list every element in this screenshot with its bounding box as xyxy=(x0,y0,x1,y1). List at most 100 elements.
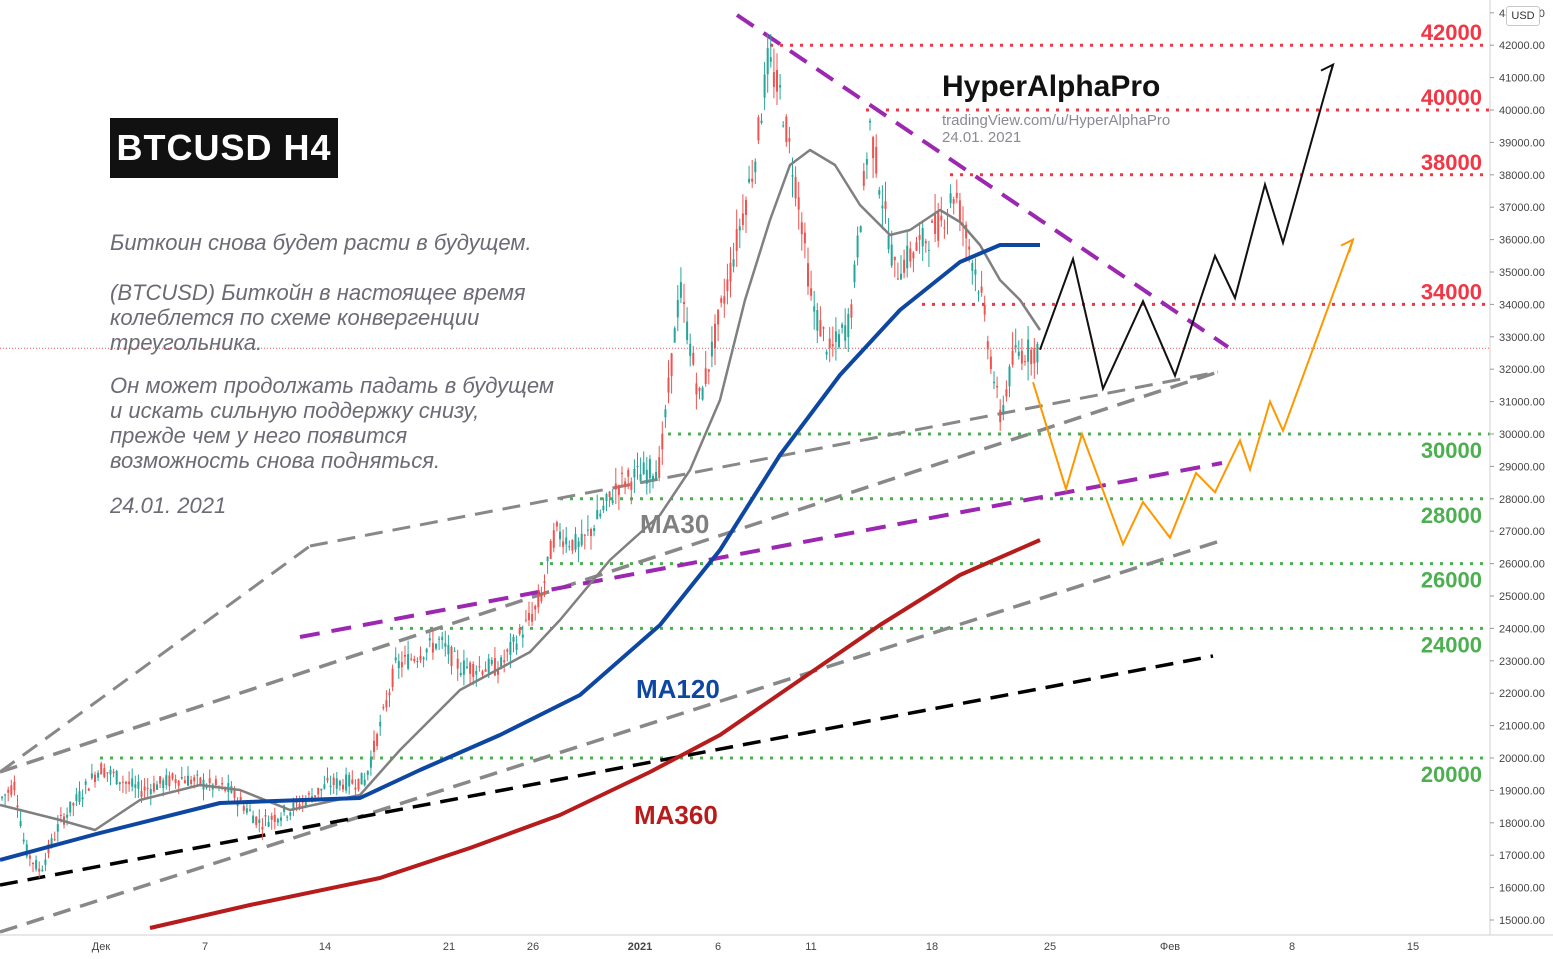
candle-body xyxy=(748,178,751,183)
candle-body xyxy=(503,660,506,663)
candle-body xyxy=(537,596,540,608)
candle-body xyxy=(766,48,769,75)
x-tick-label: 6 xyxy=(715,941,721,953)
description-date: 24.01. 2021 xyxy=(110,493,227,518)
candle-body xyxy=(952,199,955,204)
candle-body xyxy=(1008,366,1011,387)
candle-body xyxy=(149,789,152,795)
candle-body xyxy=(304,799,307,806)
candle-body xyxy=(335,778,338,789)
candle-body xyxy=(887,235,890,250)
x-tick-label: 11 xyxy=(805,941,816,953)
candle-body xyxy=(171,773,174,779)
candle-body xyxy=(221,783,224,785)
candle-body xyxy=(909,248,912,262)
candle-body xyxy=(1036,343,1039,363)
candle-body xyxy=(242,805,245,811)
candle-body xyxy=(524,619,527,621)
candle-body xyxy=(893,256,896,261)
candle-body xyxy=(1002,405,1005,414)
candle-body xyxy=(546,556,549,562)
candle-body xyxy=(16,805,19,808)
candle-body xyxy=(413,658,416,662)
currency-button[interactable]: USD xyxy=(1506,6,1540,26)
candle-body xyxy=(261,826,264,830)
candle-body xyxy=(431,642,434,653)
candle-body xyxy=(881,205,884,209)
candle-body xyxy=(602,505,605,511)
candle-body xyxy=(621,472,623,474)
candle-body xyxy=(515,643,518,650)
candle-body xyxy=(466,666,468,668)
ma-label-ma30: MA30 xyxy=(640,509,709,539)
candle-body xyxy=(624,481,627,488)
candle-body xyxy=(577,541,580,548)
candle-body xyxy=(487,658,490,673)
candle-body xyxy=(872,137,875,159)
candle-body xyxy=(373,740,375,753)
candle-body xyxy=(918,235,921,240)
candle-body xyxy=(782,125,785,127)
candle-body xyxy=(298,804,301,808)
y-tick-label: 33000.00 xyxy=(1499,332,1545,344)
candle-body xyxy=(679,282,682,298)
candle-body xyxy=(53,839,56,841)
candle-body xyxy=(143,786,146,791)
projection-arrowhead-1 xyxy=(1340,237,1355,253)
candle-body xyxy=(190,779,193,784)
candle-body xyxy=(593,528,596,531)
candle-body xyxy=(776,70,778,92)
y-tick-label: 31000.00 xyxy=(1499,397,1545,409)
candle-body xyxy=(695,383,698,395)
y-tick-label: 36000.00 xyxy=(1499,235,1545,247)
candle-body xyxy=(797,197,800,210)
y-tick-label: 42000.00 xyxy=(1499,40,1545,52)
candle-body xyxy=(453,650,456,652)
candle-body xyxy=(754,161,757,173)
candle-body xyxy=(800,222,803,235)
candle-body xyxy=(856,235,859,258)
candle-body xyxy=(456,658,459,669)
candle-body xyxy=(13,781,16,791)
candle-body xyxy=(106,772,109,774)
candle-body xyxy=(645,469,648,484)
candle-body xyxy=(726,279,729,292)
candle-body xyxy=(580,533,583,546)
candle-body xyxy=(391,668,394,687)
candle-body xyxy=(993,381,995,384)
candle-body xyxy=(233,788,236,798)
candle-body xyxy=(159,776,162,784)
level-label: 24000 xyxy=(1421,632,1482,657)
candle-body xyxy=(112,771,115,774)
candle-body xyxy=(568,546,571,548)
candle-body xyxy=(559,531,561,540)
y-tick-label: 38000.00 xyxy=(1499,170,1545,182)
level-label: 38000 xyxy=(1421,150,1482,175)
candle-body xyxy=(707,369,710,372)
ma-label-ma360: MA360 xyxy=(634,800,718,830)
candle-body xyxy=(342,784,344,790)
candle-body xyxy=(639,474,642,481)
candle-body xyxy=(444,643,447,647)
y-tick-label: 35000.00 xyxy=(1499,267,1545,279)
candle-body xyxy=(78,791,81,802)
author-name: HyperAlphaPro xyxy=(942,70,1161,103)
candle-body xyxy=(794,176,797,199)
candle-body xyxy=(490,659,493,665)
projection-path-0 xyxy=(1039,64,1334,392)
y-tick-label: 39000.00 xyxy=(1499,137,1545,149)
candle-body xyxy=(376,733,379,747)
y-tick-label: 26000.00 xyxy=(1499,559,1545,571)
candle-body xyxy=(44,859,47,865)
candle-body xyxy=(738,226,741,231)
candle-body xyxy=(673,328,676,343)
channel-lower xyxy=(0,539,1221,934)
description-paragraph-2: (BTCUSD) Биткойн в настоящее время колеб… xyxy=(110,280,526,355)
candle-body xyxy=(422,657,425,660)
candle-body xyxy=(326,777,329,781)
candle-body xyxy=(81,797,84,800)
y-tick-label: 32000.00 xyxy=(1499,364,1545,376)
candle-body xyxy=(180,777,183,779)
candle-body xyxy=(462,660,465,675)
